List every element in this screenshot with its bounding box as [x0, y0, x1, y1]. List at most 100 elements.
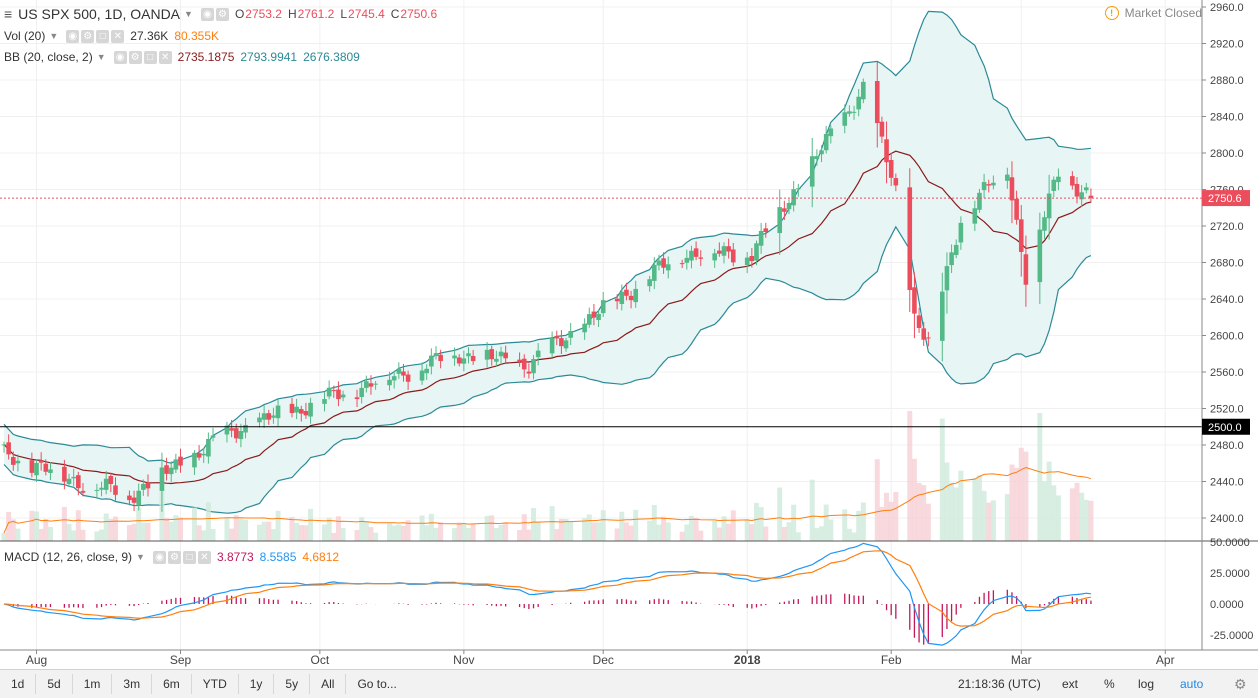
menu-icon[interactable]: ≡: [4, 6, 13, 22]
gear-icon[interactable]: ⚙: [167, 550, 181, 564]
range-1y[interactable]: 1y: [239, 674, 275, 694]
percent-toggle[interactable]: %: [1104, 677, 1115, 691]
chevron-down-icon[interactable]: ▼: [96, 52, 106, 62]
eye-icon[interactable]: ◉: [113, 50, 127, 64]
gear-icon[interactable]: ⚙: [215, 7, 229, 21]
volume-bar: [145, 522, 151, 541]
volume-bar: [795, 532, 801, 541]
volume-bar: [958, 470, 964, 541]
chevron-down-icon[interactable]: ▼: [184, 9, 193, 19]
eye-icon[interactable]: ◉: [66, 29, 80, 43]
range-3m[interactable]: 3m: [112, 674, 153, 694]
close-value: 2750.6: [400, 7, 438, 21]
volume-bar: [10, 519, 16, 541]
candle: [809, 156, 815, 187]
candle: [127, 495, 132, 501]
candle: [977, 192, 982, 210]
candle: [354, 397, 360, 400]
candle: [726, 246, 731, 252]
eye-icon[interactable]: ◉: [200, 7, 214, 21]
time-tick-label: Apr: [1156, 653, 1175, 667]
volume-bar: [860, 502, 866, 541]
source-icon[interactable]: □: [143, 50, 157, 64]
range-all[interactable]: All: [310, 674, 347, 694]
candle: [10, 457, 16, 465]
log-toggle[interactable]: log: [1138, 677, 1155, 691]
candle: [1018, 219, 1024, 252]
volume-bar: [1074, 482, 1080, 541]
candle: [777, 207, 783, 234]
chevron-down-icon[interactable]: ▼: [136, 552, 145, 562]
range-1d[interactable]: 1d: [0, 674, 37, 694]
candle: [1056, 176, 1061, 183]
macd-hist-value: 3.8773: [216, 550, 254, 564]
range-1m[interactable]: 1m: [73, 674, 113, 694]
volume-bar: [424, 525, 430, 541]
candle: [884, 139, 889, 163]
bottom-toolbar: 1d 5d 1m 3m 6m YTD 1y 5y All Go to... 21…: [0, 669, 1258, 698]
range-5y[interactable]: 5y: [274, 674, 311, 694]
candle: [243, 424, 248, 433]
volume-bar: [484, 515, 490, 541]
volume-bar: [396, 524, 402, 541]
close-icon[interactable]: ✕: [158, 50, 172, 64]
close-icon[interactable]: ✕: [111, 29, 125, 43]
volume-bar: [842, 509, 848, 541]
candle: [452, 355, 457, 359]
chart-canvas[interactable]: 2960.02920.02880.02840.02800.02760.02720…: [0, 0, 1258, 669]
goto-button[interactable]: Go to...: [357, 677, 397, 691]
volume-bar: [238, 518, 244, 541]
clock-display[interactable]: 21:18:36 (UTC): [958, 677, 1041, 691]
range-6m[interactable]: 6m: [152, 674, 192, 694]
candle: [387, 379, 392, 386]
clock-icon: !: [1104, 6, 1119, 20]
volume-bar: [791, 504, 797, 541]
candle: [907, 187, 913, 291]
macd-name[interactable]: MACD (12, 26, close, 9): [4, 550, 133, 564]
volume-bar: [874, 459, 880, 541]
candle: [953, 244, 959, 255]
volume-bar: [126, 525, 132, 541]
bb-name[interactable]: BB (20, close, 2): [4, 50, 93, 64]
macd-line: [3, 542, 1091, 646]
volume-bar: [535, 521, 541, 541]
chevron-down-icon[interactable]: ▼: [49, 31, 59, 41]
candle: [201, 453, 207, 456]
auto-toggle[interactable]: auto: [1180, 677, 1204, 691]
close-icon[interactable]: ✕: [197, 550, 211, 564]
vol-name[interactable]: Vol (20): [4, 29, 46, 43]
candle: [628, 295, 634, 301]
source-icon[interactable]: □: [96, 29, 110, 43]
range-ytd[interactable]: YTD: [192, 674, 239, 694]
volume-bar: [591, 522, 597, 541]
gear-icon[interactable]: ⚙: [128, 50, 142, 64]
candle: [424, 368, 429, 374]
candle: [888, 160, 894, 178]
volume-bar: [781, 526, 787, 541]
volume-bar: [972, 478, 978, 541]
volume-bar: [730, 510, 736, 541]
candle: [94, 489, 100, 491]
candle: [619, 291, 625, 304]
candle: [754, 243, 759, 261]
settings-icon[interactable]: ⚙: [1234, 676, 1247, 692]
low-label: L: [340, 7, 348, 21]
ext-toggle[interactable]: ext: [1062, 677, 1079, 691]
candle: [879, 121, 885, 137]
range-5d[interactable]: 5d: [36, 674, 73, 694]
candle: [814, 156, 820, 159]
gear-icon[interactable]: ⚙: [81, 29, 95, 43]
volume-bar: [354, 529, 360, 541]
candle: [141, 483, 146, 490]
candle: [568, 331, 573, 338]
volume-bar: [322, 524, 328, 541]
symbol-name[interactable]: US SPX 500, 1D, OANDA: [18, 6, 181, 22]
volume-bar: [387, 523, 393, 541]
volume-bar: [763, 526, 769, 541]
price-tick-label: 2400.0: [1210, 513, 1244, 525]
current-price-label: 2750.6: [1208, 193, 1242, 205]
volume-bar: [164, 517, 170, 541]
source-icon[interactable]: □: [182, 550, 196, 564]
candle: [1014, 198, 1019, 220]
eye-icon[interactable]: ◉: [152, 550, 166, 564]
